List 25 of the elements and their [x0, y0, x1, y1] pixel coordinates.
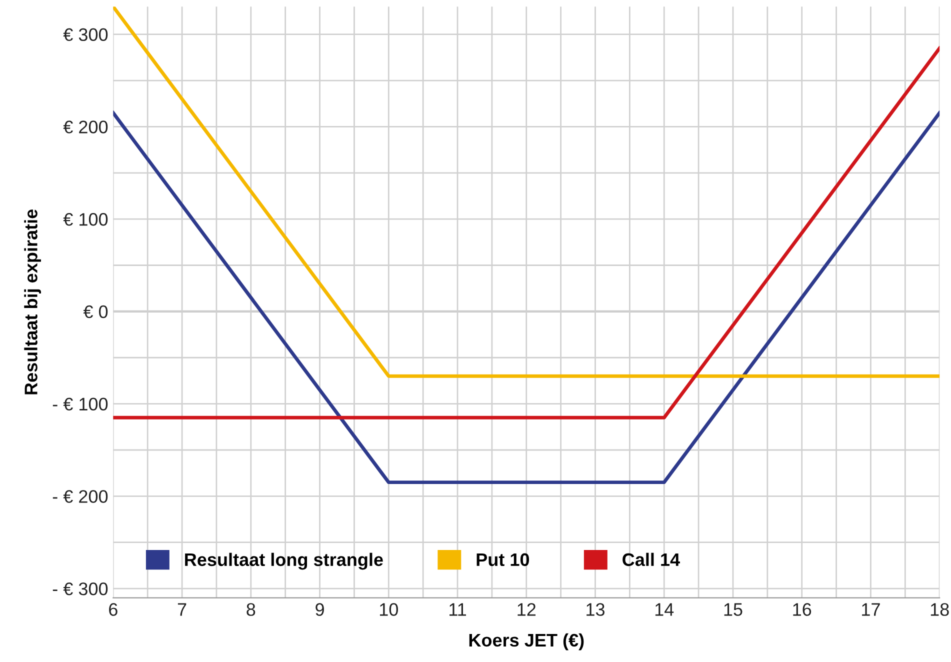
- x-tick-label: 7: [178, 603, 186, 616]
- x-tick-label: 17: [862, 603, 880, 616]
- y-tick-label: - € 300: [52, 582, 108, 596]
- x-tick-label: 15: [724, 603, 742, 616]
- y-tick-label: € 0: [83, 305, 108, 318]
- y-axis-title: Resultaat bij expiratie: [24, 209, 41, 394]
- legend-label: Resultaat long strangle: [185, 552, 383, 570]
- legend-label: Call 14: [622, 552, 680, 566]
- x-tick-label: 12: [518, 603, 536, 616]
- x-tick-label: 16: [793, 603, 812, 616]
- y-tick-label: € 100: [63, 213, 108, 226]
- x-tick-label: 18: [930, 603, 949, 616]
- x-tick-label: 10: [380, 603, 398, 616]
- y-tick-label: € 200: [63, 120, 108, 134]
- y-tick-label: - € 200: [52, 490, 108, 503]
- x-tick-label: 6: [109, 603, 118, 616]
- x-tick-label: 11: [450, 603, 466, 616]
- x-tick-label: 14: [655, 603, 674, 616]
- y-tick-label: € 300: [63, 28, 108, 42]
- y-tick-label: - € 100: [52, 398, 108, 411]
- x-axis-title: Koers JET (€): [469, 633, 584, 650]
- x-tick-label: 9: [316, 603, 324, 616]
- x-tick-label: 13: [586, 603, 604, 616]
- x-tick-label: 8: [246, 603, 256, 616]
- legend-label: Put 10: [476, 553, 530, 566]
